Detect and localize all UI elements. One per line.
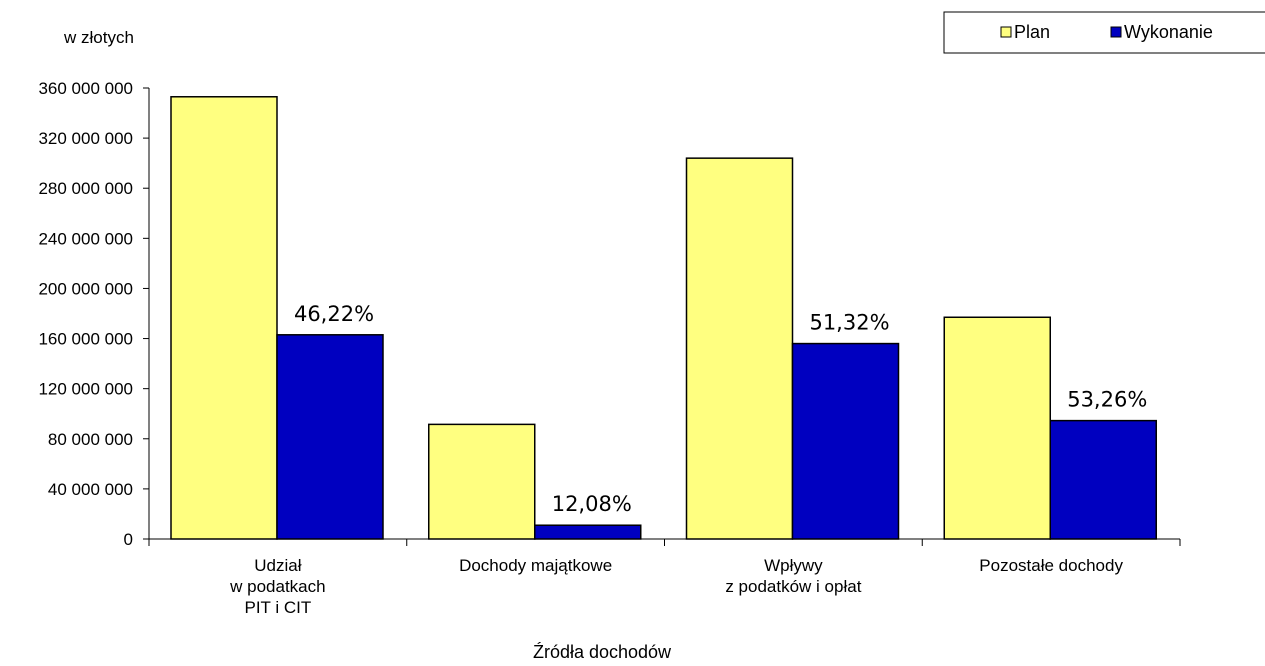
y-tick-label: 360 000 000 — [38, 79, 133, 98]
plan-bar — [170, 96, 278, 540]
wykonanie-bar — [534, 524, 642, 540]
category-label: Pozostałe dochody — [979, 556, 1123, 575]
wykonanie-bar — [276, 334, 384, 540]
wykonanie-bar — [791, 342, 900, 540]
plan-bar — [943, 316, 1051, 540]
legend-swatch — [1000, 26, 1012, 38]
x-axis — [148, 538, 1181, 546]
y-tick-label: 80 000 000 — [48, 430, 133, 449]
unit-label: w złotych — [63, 28, 134, 47]
wykonanie-bar — [1049, 419, 1157, 540]
category-labels: Udział w podatkach PIT i CIT Dochody majątk… — [229, 556, 1123, 617]
y-tick-label: 240 000 000 — [38, 229, 133, 248]
data-labels: 46,22% 12,08% 51,32% 53,26% — [294, 302, 1147, 516]
legend-swatch — [1110, 26, 1122, 38]
plan-bar — [428, 423, 536, 540]
category-label: Udział w podatkach PIT i CIT — [229, 556, 325, 617]
legend-label: Plan — [1014, 22, 1050, 42]
y-tick-label: 320 000 000 — [38, 129, 133, 148]
y-tick-label: 280 000 000 — [38, 179, 133, 198]
legend-label: Wykonanie — [1124, 22, 1213, 42]
bars — [170, 96, 1157, 540]
y-tick-label: 120 000 000 — [38, 380, 133, 399]
plan-bar — [685, 157, 794, 540]
data-label: 51,32% — [809, 311, 889, 335]
y-tick-label: 200 000 000 — [38, 279, 133, 298]
data-label: 12,08% — [552, 492, 632, 516]
data-label: 46,22% — [294, 302, 374, 326]
y-tick-label: 160 000 000 — [38, 330, 133, 349]
legend: Plan Wykonanie — [943, 11, 1265, 54]
y-axis: 0 40 000 000 80 000 000 120 000 000 160 000 … — [38, 79, 150, 549]
y-tick-label: 0 — [124, 530, 133, 549]
y-tick-label: 40 000 000 — [48, 480, 133, 499]
category-label: Dochody majątkowe — [459, 556, 612, 575]
category-label: Wpływy z podatków i opłat — [725, 556, 861, 596]
x-axis-title: Źródła dochodów — [533, 642, 672, 661]
data-label: 53,26% — [1067, 388, 1147, 412]
legend-box — [943, 11, 1265, 54]
